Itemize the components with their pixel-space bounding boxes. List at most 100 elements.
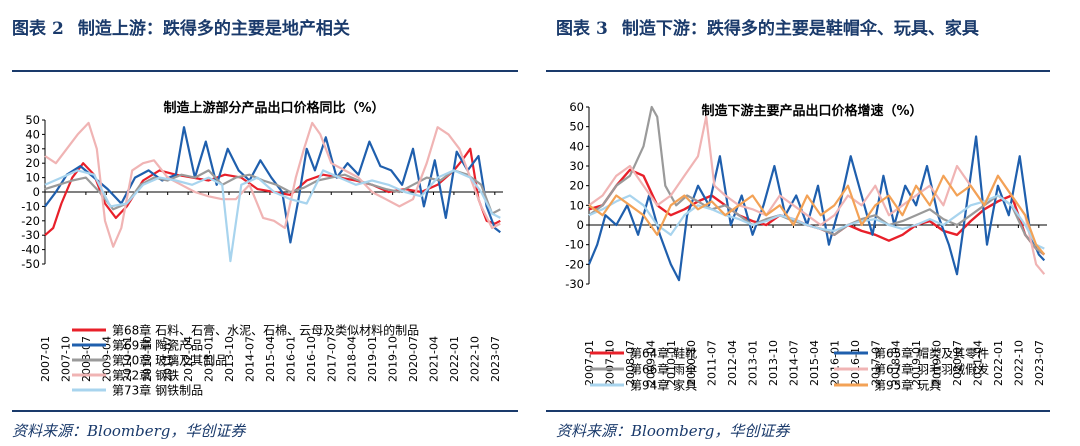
x-tick-label: 2019-01 bbox=[910, 340, 923, 386]
x-tick-label: 2010-01 bbox=[121, 336, 134, 382]
figure-2-number: 2 bbox=[52, 19, 64, 39]
x-tick-label: 2019-01 bbox=[366, 336, 379, 382]
series-line bbox=[588, 174, 1046, 256]
series-line bbox=[44, 121, 501, 248]
x-tick-label: 2011-07 bbox=[706, 340, 719, 386]
figure-3-source: 资料来源：Bloomberg，华创证券 bbox=[556, 422, 790, 440]
legend-label: 第95章 玩具 bbox=[874, 378, 941, 393]
x-tick-label: 2020-07 bbox=[407, 336, 420, 382]
figure-3-title-text: 制造下游：跌得多的主要是鞋帽伞、玩具、家具 bbox=[621, 19, 979, 39]
figure-3-top-rule bbox=[546, 70, 1050, 72]
x-tick-label: 2017-07 bbox=[869, 340, 882, 386]
y-tick-label: 30 bbox=[569, 159, 584, 173]
x-tick-label: 2013-01 bbox=[747, 340, 760, 386]
figure-3-bottom-rule bbox=[546, 410, 1050, 412]
legend-label: 第72章 钢铁 bbox=[112, 368, 179, 383]
x-tick-label: 2015-04 bbox=[808, 340, 821, 386]
x-tick-label: 2010-01 bbox=[665, 340, 678, 386]
y-tick-label: 30 bbox=[25, 142, 40, 156]
x-tick-label: 2016-10 bbox=[305, 336, 318, 382]
x-tick-label: 2016-01 bbox=[284, 336, 297, 382]
x-tick-label: 2012-04 bbox=[182, 336, 195, 382]
y-tick-label: -20 bbox=[565, 257, 584, 271]
x-tick-label: 2010-10 bbox=[141, 336, 154, 382]
x-tick-label: 2011-07 bbox=[162, 336, 175, 382]
x-tick-label: 2022-01 bbox=[992, 340, 1005, 386]
x-tick-label: 2007-10 bbox=[603, 340, 616, 386]
x-tick-label: 2016-10 bbox=[849, 340, 862, 386]
y-tick-label: 20 bbox=[25, 156, 40, 170]
figure-2-panel: 图表 2 制造上游：跌得多的主要是地产相关 制造上游部分产品出口价格同比（%） -50… bbox=[0, 0, 530, 446]
legend-label: 第65章 帽类及其零件 bbox=[874, 346, 989, 361]
x-tick-label: 2010-10 bbox=[685, 340, 698, 386]
figure-2-bottom-rule bbox=[12, 410, 518, 412]
x-tick-label: 2018-04 bbox=[346, 336, 359, 382]
y-tick-label: 50 bbox=[569, 120, 584, 134]
legend-label: 第73章 钢铁制品 bbox=[112, 383, 203, 398]
x-tick-label: 2013-10 bbox=[767, 340, 780, 386]
x-tick-label: 2016-01 bbox=[828, 340, 841, 386]
y-tick-label: 10 bbox=[569, 198, 584, 212]
figure-2-chart: 制造上游部分产品出口价格同比（%） -50-40-30-20-1001020304… bbox=[21, 100, 503, 398]
x-tick-label: 2014-07 bbox=[243, 336, 256, 382]
x-tick-label: 2019-10 bbox=[387, 336, 400, 382]
y-tick-label: 50 bbox=[25, 113, 40, 127]
x-tick-label: 2021-04 bbox=[971, 340, 984, 386]
x-tick-label: 2019-10 bbox=[931, 340, 944, 386]
legend-label: 第94章 家具 bbox=[630, 378, 697, 393]
figure-3-prefix: 图表 bbox=[556, 19, 590, 39]
x-tick-label: 2023-07 bbox=[489, 336, 502, 382]
y-tick-label: 40 bbox=[569, 139, 584, 153]
y-tick-label: -30 bbox=[21, 228, 40, 242]
x-tick-label: 2013-10 bbox=[223, 336, 236, 382]
x-tick-label: 2009-04 bbox=[644, 340, 657, 386]
legend-label: 第70章 玻璃及其制品 bbox=[112, 353, 227, 368]
x-tick-label: 2007-01 bbox=[583, 340, 596, 386]
x-tick-label: 2008-07 bbox=[624, 340, 637, 386]
series-line bbox=[44, 169, 501, 215]
y-tick-label: 10 bbox=[25, 171, 40, 185]
figure-3-number: 3 bbox=[596, 19, 608, 39]
x-tick-label: 2022-10 bbox=[1012, 340, 1025, 386]
figure-2-source: 资料来源：Bloomberg，华创证券 bbox=[12, 422, 246, 440]
y-tick-label: -30 bbox=[565, 277, 584, 291]
figure-3-chart: 制造下游主要产品出口价格增速（%） -30 -20 -10 0 10 20 30 40 50 60 2… bbox=[565, 100, 1047, 393]
figure-3-title: 图表 3 制造下游：跌得多的主要是鞋帽伞、玩具、家具 bbox=[556, 14, 1066, 44]
x-tick-label: 2023-07 bbox=[1033, 340, 1046, 386]
y-tick-label: -40 bbox=[21, 243, 40, 257]
figure-2-title-text: 制造上游：跌得多的主要是地产相关 bbox=[77, 19, 350, 39]
series-line bbox=[588, 194, 1045, 250]
y-tick-label: 0 bbox=[577, 218, 584, 232]
y-tick-label: -20 bbox=[21, 214, 40, 228]
legend-label: 第69章 陶瓷产品 bbox=[112, 338, 203, 353]
chart-title: 制造上游部分产品出口价格同比（%） bbox=[163, 100, 384, 116]
series-line bbox=[587, 135, 1046, 282]
x-tick-label: 2021-04 bbox=[427, 336, 440, 382]
x-tick-label: 2015-04 bbox=[264, 336, 277, 382]
figure-2-title: 图表 2 制造上游：跌得多的主要是地产相关 bbox=[12, 14, 350, 44]
x-tick-label: 2012-04 bbox=[726, 340, 739, 386]
legend-label: 第64章 鞋靴 bbox=[630, 346, 697, 361]
legend-label: 第67章 羽毛羽绒假发 bbox=[874, 362, 989, 377]
y-tick-label: -10 bbox=[565, 238, 584, 252]
y-tick-label: 60 bbox=[569, 100, 584, 114]
x-tick-label: 2022-01 bbox=[448, 336, 461, 382]
x-tick-label: 2018-04 bbox=[890, 340, 903, 386]
y-tick-label: 40 bbox=[25, 127, 40, 141]
series-line bbox=[44, 169, 501, 263]
x-tick-label: 2014-07 bbox=[787, 340, 800, 386]
x-tick-label: 2007-01 bbox=[39, 336, 52, 382]
x-tick-label: 2017-07 bbox=[325, 336, 338, 382]
legend-label: 第66章 雨伞 bbox=[630, 362, 697, 377]
y-tick-label: -50 bbox=[21, 257, 40, 271]
x-tick-label: 2013-01 bbox=[203, 336, 216, 382]
series-line bbox=[44, 126, 501, 244]
figure-3-panel: 图表 3 制造下游：跌得多的主要是鞋帽伞、玩具、家具 制造下游主要产品出口价格增速（… bbox=[544, 0, 1080, 446]
x-tick-label: 2022-10 bbox=[468, 336, 481, 382]
y-tick-label: 20 bbox=[569, 179, 584, 193]
y-tick-label: 0 bbox=[33, 185, 40, 199]
x-tick-label: 2007-10 bbox=[59, 336, 72, 382]
x-tick-label: 2020-07 bbox=[951, 340, 964, 386]
figure-2-prefix: 图表 bbox=[12, 19, 46, 39]
x-tick-label: 2009-04 bbox=[100, 336, 113, 382]
